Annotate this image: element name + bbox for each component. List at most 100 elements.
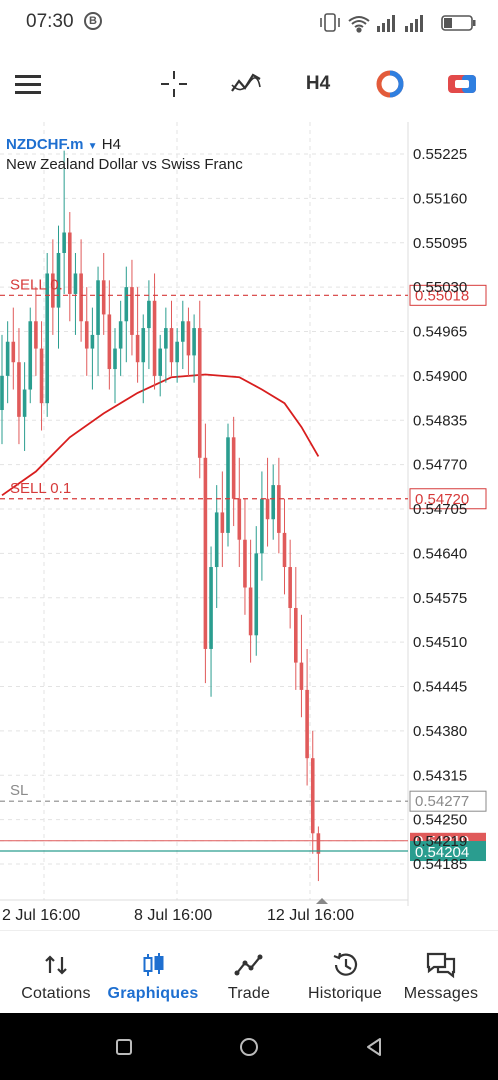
candle <box>209 546 213 697</box>
candle <box>152 273 157 390</box>
candle-body <box>192 328 196 356</box>
candle <box>254 526 259 656</box>
candle-body <box>39 348 44 404</box>
price-tick-label: 0.54185 <box>413 856 467 873</box>
new-order-icon <box>448 75 476 93</box>
nav-graphiques[interactable]: Graphiques <box>103 931 203 1014</box>
nav-messages[interactable]: Messages <box>391 931 491 1014</box>
candle-body <box>288 567 292 608</box>
candle-body <box>84 321 89 349</box>
new-order-button[interactable] <box>444 56 480 112</box>
candle <box>305 648 309 786</box>
nav-label-graphiques: Graphiques <box>107 985 199 1002</box>
candle-body <box>34 321 38 349</box>
price-tick-label: 0.55030 <box>413 279 467 296</box>
trade-line-price-box <box>409 488 487 510</box>
timeframe-button[interactable]: H4 <box>296 56 340 112</box>
nav-label-cotations: Cotations <box>21 985 91 1002</box>
candle <box>118 300 123 376</box>
crosshair-button[interactable] <box>156 56 192 112</box>
price-tick-label: 0.54445 <box>413 679 467 696</box>
price-tick-label: 0.54315 <box>413 767 467 784</box>
price-tick-label: 0.54835 <box>413 412 467 429</box>
candle <box>282 498 287 595</box>
candle <box>237 457 242 568</box>
candle <box>192 314 196 383</box>
one-click-trading-button[interactable] <box>372 56 408 112</box>
candle-body <box>118 321 123 349</box>
candle <box>294 567 298 690</box>
candle-body <box>260 498 264 554</box>
candle <box>90 307 95 390</box>
candle <box>28 307 33 404</box>
candle <box>135 287 140 383</box>
signal-icon-1 <box>377 15 395 32</box>
symbol-dropdown-icon[interactable]: ▼ <box>87 141 98 152</box>
candle <box>5 321 10 404</box>
indicators-icon <box>231 73 261 92</box>
candle <box>271 464 275 540</box>
price-chart[interactable]: SELL 0. 0.55018 SELL 0.1 0.54720 SL 0.54277 0.… <box>0 122 498 930</box>
candle <box>141 314 146 404</box>
candle-body <box>28 321 33 390</box>
candle <box>181 300 185 370</box>
candle-body <box>164 328 168 349</box>
candle <box>220 471 225 568</box>
candle-body <box>181 321 185 342</box>
candle <box>45 252 49 417</box>
symbol-header[interactable]: NZDCHF.m ▼ H4 <box>6 136 121 153</box>
price-tick-label: 0.54705 <box>413 501 467 518</box>
candle <box>231 416 236 527</box>
status-time: 07:30 <box>26 11 74 32</box>
candle-body <box>203 457 208 649</box>
symbol-name[interactable]: NZDCHF.m <box>6 136 84 153</box>
recents-icon <box>116 1038 132 1055</box>
candles <box>0 150 321 882</box>
nav-trade[interactable]: Trade <box>199 931 299 1014</box>
price-tick-label: 0.54965 <box>413 324 467 341</box>
candle <box>158 334 162 397</box>
candle <box>113 328 117 404</box>
candle-body <box>96 280 100 335</box>
bottom-navigation: Cotations Graphiques Trade <box>0 930 498 1014</box>
candle-body <box>282 532 287 568</box>
candle-body <box>197 328 202 458</box>
candle-body <box>73 273 78 294</box>
candle-body <box>299 662 304 690</box>
candle <box>96 266 100 376</box>
nav-cotations[interactable]: Cotations <box>6 931 106 1014</box>
price-tick-label: 0.54510 <box>413 634 467 651</box>
price-tick-label: 0.54250 <box>413 812 467 829</box>
recents-button[interactable] <box>94 1013 154 1080</box>
menu-button[interactable] <box>8 56 48 112</box>
timeframe-label: H4 <box>305 73 331 94</box>
candle-body <box>56 252 61 308</box>
candle-body <box>124 287 129 322</box>
candle <box>39 321 44 431</box>
time-axis: 2 Jul 16:00 8 Jul 16:00 12 Jul 16:00 <box>2 898 354 924</box>
nav-historique[interactable]: Historique <box>295 931 395 1014</box>
candle-body <box>5 341 10 376</box>
candle-body <box>169 328 174 363</box>
candle <box>299 614 304 718</box>
candle-body <box>226 437 230 533</box>
indicators-button[interactable] <box>226 56 266 112</box>
candle-body <box>214 512 219 568</box>
candle <box>11 307 16 390</box>
candle <box>130 259 134 356</box>
candle <box>101 252 106 335</box>
candle-body <box>51 273 55 308</box>
candle-body <box>0 375 4 411</box>
candle <box>84 287 89 376</box>
candle-body <box>62 232 66 253</box>
candle-body <box>248 587 253 636</box>
nav-label-messages: Messages <box>403 985 479 1002</box>
candle-body <box>265 498 270 520</box>
candle-body <box>11 341 16 363</box>
home-button[interactable] <box>219 1013 279 1080</box>
charts-icon <box>143 953 164 976</box>
back-button[interactable] <box>344 1013 404 1080</box>
candle-body <box>305 689 309 759</box>
candle-body <box>175 341 179 363</box>
